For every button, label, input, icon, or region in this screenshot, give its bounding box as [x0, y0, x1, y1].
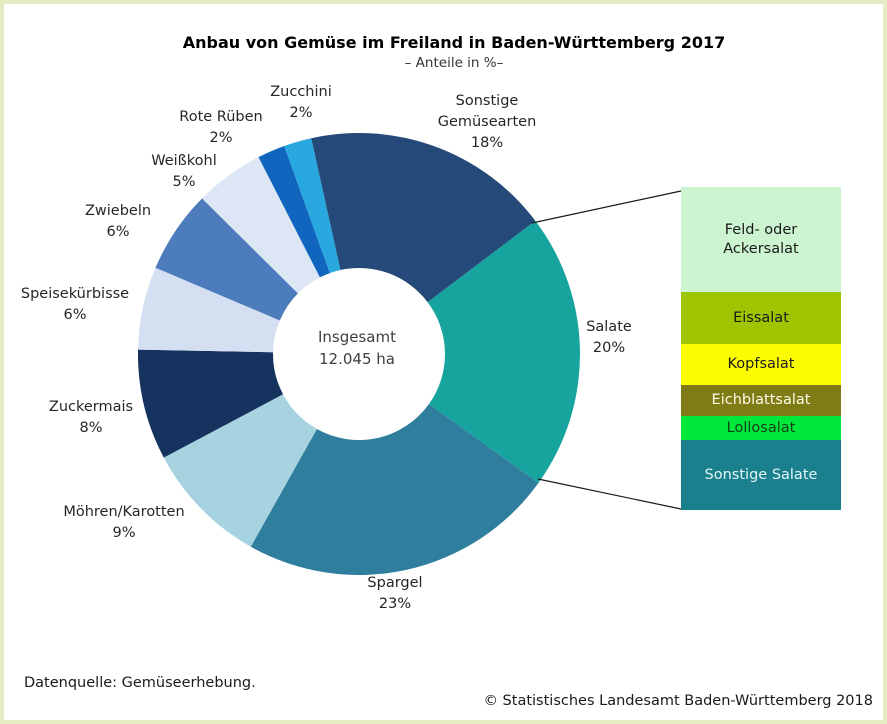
pie-label-line: Spargel [367, 575, 423, 591]
pie-slice-spargel [250, 404, 539, 575]
pie-slice-salate [427, 220, 580, 483]
legend-item-label: Sonstige Salate [704, 466, 818, 483]
salad-breakdown-legend: Feld- oder Ackersalat Eissalat Kopfsalat Eic… [681, 187, 841, 510]
legend-item-label: Lollosalat [726, 419, 796, 436]
pie-label-zwiebeln: Zwiebeln 6% [85, 201, 151, 243]
pie-slice-wei-kohl [202, 157, 320, 294]
legend-item-label: Feld- oder [724, 221, 798, 238]
pie-slice-zucchini [284, 138, 341, 274]
pie-label-zuckermais: Zuckermais 8% [49, 397, 133, 439]
pie-label-line: Rote Rüben [179, 109, 263, 125]
pie-label-line: 6% [63, 307, 87, 323]
pie-slice-m-hren-karotten [163, 394, 317, 547]
pie-label-speisek-rbisse: Speisekürbisse 6% [21, 284, 129, 326]
pie-slice-zuckermais [137, 349, 284, 458]
callout-line-2 [537, 478, 682, 510]
pie-label-salate: Salate 20% [586, 317, 632, 359]
chart-subtitle: – Anteile in %– [404, 55, 504, 71]
legend-item-sonstige-salate: Sonstige Salate [681, 440, 841, 510]
pie-label-line: 23% [378, 596, 412, 612]
donut-center-label: Insgesamt 12.045 ha [318, 326, 396, 370]
legend-item-label: Eissalat [733, 309, 789, 326]
center-label-line2: 12.045 ha [319, 350, 395, 368]
pie-slice-zwiebeln [155, 198, 298, 321]
pie-label-line: Weißkohl [151, 153, 217, 169]
chart-title: Anbau von Gemüse im Freiland in Baden-Wü… [182, 33, 726, 52]
pie-slice-rote-r-ben [258, 146, 330, 278]
pie-label-line: 8% [79, 420, 103, 436]
pie-label-line: 6% [106, 224, 130, 240]
legend-item-eichblattsalat: Eichblattsalat [681, 385, 841, 416]
footer-copyright: © Statistisches Landesamt Baden-Württemb… [483, 693, 873, 709]
pie-label-line: 2% [289, 105, 313, 121]
callout-line-1 [531, 190, 682, 224]
pie-label-spargel: Spargel 23% [367, 573, 422, 615]
pie-label-line: Zuckermais [48, 399, 134, 415]
legend-item-eissalat: Eissalat [681, 292, 841, 344]
pie-slice-sonstige-gem-searten [311, 133, 536, 303]
pie-label-line: 9% [112, 525, 136, 541]
pie-label-line: Gemüsearten [437, 114, 537, 130]
pie-label-line: 18% [470, 135, 504, 151]
legend-item-lollosalat: Lollosalat [681, 416, 841, 440]
center-label-line1: Insgesamt [318, 328, 396, 346]
legend-item-label: Ackersalat [723, 240, 799, 257]
legend-item-kopfsalat: Kopfsalat [681, 344, 841, 385]
pie-label-zucchini: Zucchini 2% [270, 82, 332, 124]
pie-label-sonstige-gem-searten: Sonstige Gemüsearten 18% [438, 91, 537, 154]
pie-label-line: 5% [172, 174, 196, 190]
pie-label-line: 20% [592, 340, 626, 356]
pie-label-line: Salate [586, 319, 632, 335]
pie-label-m-hren-karotten: Möhren/Karotten 9% [63, 502, 184, 544]
pie-label-rote-r-ben: Rote Rüben 2% [179, 107, 262, 149]
pie-slice-speisek-rbisse [138, 267, 280, 353]
donut-chart-svg [137, 133, 682, 575]
footer-source: Datenquelle: Gemüseerhebung. [24, 675, 256, 691]
pie-label-line: Speisekürbisse [20, 286, 130, 302]
pie-label-line: Zucchini [270, 84, 332, 100]
pie-label-wei-kohl: Weißkohl 5% [151, 151, 217, 193]
pie-label-line: 2% [209, 130, 233, 146]
legend-item-feld-oder-ackersalat: Feld- oder Ackersalat [681, 187, 841, 292]
pie-label-line: Zwiebeln [84, 203, 152, 219]
pie-label-line: Möhren/Karotten [63, 504, 185, 520]
pie-label-line: Sonstige [455, 93, 519, 109]
legend-item-label: Eichblattsalat [711, 392, 811, 408]
legend-item-label: Kopfsalat [727, 356, 795, 372]
